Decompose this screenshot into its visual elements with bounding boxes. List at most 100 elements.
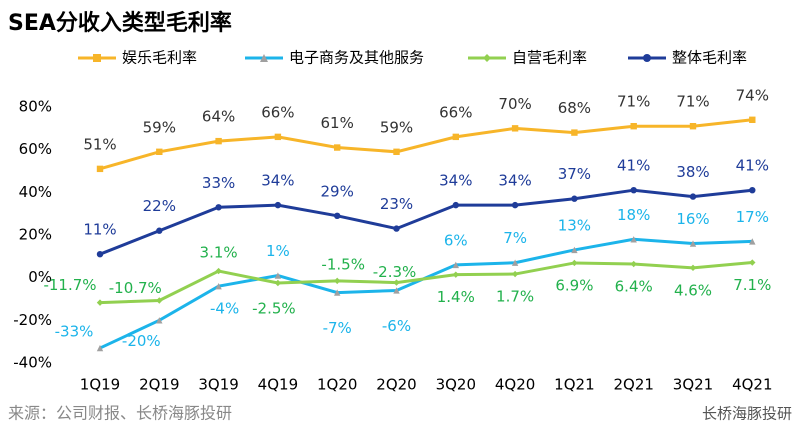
marker [452,271,459,278]
data-label: -20% [122,332,161,350]
marker [452,261,459,269]
data-label: 6% [444,231,468,249]
marker [393,279,400,286]
marker [511,201,519,209]
x-tick-label: 2Q19 [139,376,179,394]
marker [571,129,578,136]
legend-label: 电子商务及其他服务 [289,49,424,67]
x-tick-label: 1Q21 [554,376,594,394]
y-tick-label: 80% [19,98,52,116]
data-label: 51% [83,135,116,153]
marker [749,238,756,245]
marker [96,344,104,352]
marker [511,125,519,132]
data-label: -7% [323,319,352,337]
data-label: 4.6% [674,281,712,299]
y-tick-label: 60% [19,140,52,158]
data-label: 11% [83,221,116,239]
data-label: 1.7% [496,288,534,306]
marker [215,137,222,145]
data-label: -6% [382,317,411,335]
legend-marker [483,54,491,62]
data-label: 59% [143,118,176,136]
legend-label: 娱乐毛利率 [122,49,197,67]
x-tick-label: 4Q19 [258,376,298,394]
data-label: 13% [558,216,591,234]
data-label: 16% [676,210,709,228]
y-tick-label: 20% [19,226,52,244]
data-label: 70% [498,95,531,113]
legend-marker [93,54,101,62]
data-label: -2.5% [252,300,296,318]
marker [630,123,637,130]
source: 来源：公司财报、长桥海豚投研 [8,404,232,423]
marker [689,123,697,130]
data-label: 71% [676,93,709,111]
marker [334,289,341,296]
marker [274,133,282,141]
data-label: 17% [736,208,769,226]
data-label: 68% [558,99,591,117]
data-label: 61% [321,114,354,132]
data-label: 34% [439,172,472,190]
marker [689,264,697,272]
x-tick-label: 3Q21 [673,376,713,394]
data-label: -4% [210,300,239,318]
data-label: 34% [261,172,294,190]
marker [630,187,637,194]
marker [334,212,341,219]
data-label: 29% [321,182,354,200]
marker [749,259,756,266]
y-tick-label: -40% [13,354,52,372]
x-tick-label: 2Q20 [376,376,416,394]
series-line [99,188,753,256]
x-tick-label: 3Q20 [436,376,476,394]
x-tick-label: 1Q19 [80,376,120,394]
marker [274,201,282,209]
data-label: 37% [558,165,591,183]
marker [630,260,637,268]
marker [511,259,519,266]
data-label: 6.4% [615,278,653,296]
y-tick-label: 40% [19,183,52,201]
marker [393,287,400,294]
x-tick-label: 1Q20 [317,376,357,394]
marker [571,195,578,202]
data-label: 34% [498,172,531,190]
marker [156,317,163,324]
data-label: -10.7% [109,279,162,297]
legend-label: 整体毛利率 [672,49,747,67]
marker [215,204,222,211]
marker [393,225,400,232]
marker [96,251,104,258]
y-tick-label: -20% [13,311,52,329]
data-label: 71% [617,93,650,111]
data-label: -1.5% [321,255,365,273]
marker [156,297,163,304]
marker [689,240,697,247]
x-tick-label: 3Q19 [198,376,238,394]
data-label: 23% [380,195,413,213]
data-label: 41% [617,157,650,175]
marker [571,259,578,267]
data-label: 66% [261,103,294,121]
data-label: 59% [380,118,413,136]
legend-marker [643,54,651,62]
marker [274,272,282,279]
marker [96,165,104,173]
x-tick-label: 4Q20 [495,376,535,394]
marker [215,283,222,290]
marker [393,148,400,155]
marker [156,227,163,234]
data-label: 1% [266,242,290,260]
data-label: 7% [503,229,527,247]
data-label: 6.9% [555,276,593,294]
marker [630,236,637,243]
data-label: 66% [439,103,472,121]
marker [452,133,459,141]
y-tick-label: 0% [28,268,52,286]
marker [452,201,459,209]
marker [689,193,697,200]
data-label: 74% [736,86,769,104]
